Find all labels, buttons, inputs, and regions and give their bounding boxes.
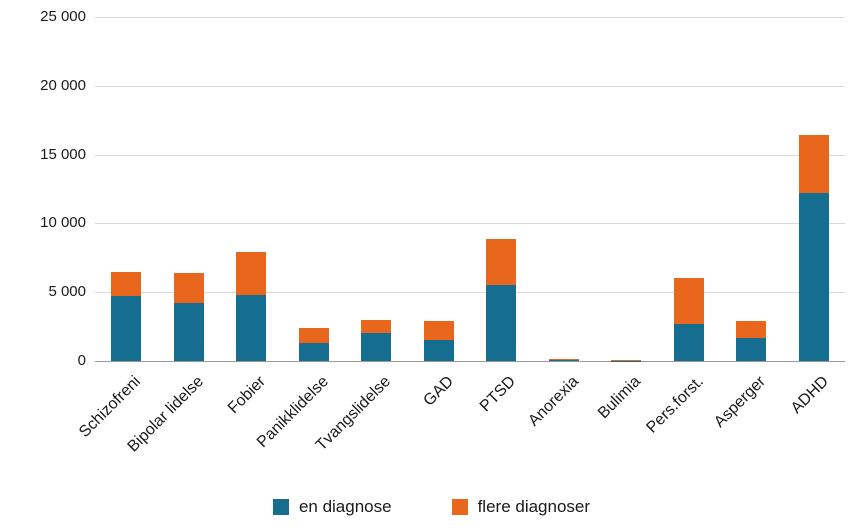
bar-anorexia [548, 17, 579, 361]
gridline [95, 85, 845, 87]
bar-segment-en-diagnose [673, 323, 704, 361]
bar-segment-en-diagnose [361, 333, 392, 361]
bar-bipolar-lidelse [173, 17, 204, 361]
x-axis-label: ADHD [787, 373, 832, 418]
legend: en diagnose flere diagnoser [0, 497, 863, 517]
bar-segment-en-diagnose [736, 337, 767, 361]
x-axis-label: Bulimia [595, 373, 645, 423]
x-axis-label: Panikklidelse [253, 373, 332, 452]
bar-segment-flere-diagnoser [798, 135, 829, 194]
bar-segment-en-diagnose [173, 303, 204, 361]
bar-segment-flere-diagnoser [548, 358, 579, 361]
legend-label: flere diagnoser [477, 497, 591, 516]
x-axis-label: PTSD [477, 373, 520, 416]
bar-asperger [736, 17, 767, 361]
bar-segment-flere-diagnoser [173, 272, 204, 304]
x-axis-label: Pers.forst. [643, 373, 707, 437]
legend-swatch-icon [451, 499, 468, 515]
y-tick-label: 20 000 [40, 76, 86, 94]
y-tick-label: 15 000 [40, 145, 86, 163]
bar-segment-en-diagnose [298, 343, 329, 361]
gridline [95, 154, 845, 156]
x-axis-label: Bipolar lidelse [124, 373, 207, 456]
bar-schizofreni [111, 17, 142, 361]
bar-segment-en-diagnose [548, 360, 579, 361]
x-axis-label: Tvangslidelse [313, 373, 395, 455]
y-tick-label: 0 [77, 352, 86, 369]
bar-panikklidelse [298, 17, 329, 361]
bar-segment-en-diagnose [111, 296, 142, 361]
bar-segment-flere-diagnoser [423, 321, 454, 341]
bar-segment-en-diagnose [423, 340, 454, 361]
bar-segment-en-diagnose [798, 193, 829, 361]
bar-segment-flere-diagnoser [486, 238, 517, 286]
bar-fobier [236, 17, 267, 361]
bar-segment-flere-diagnoser [736, 321, 767, 338]
bar-segment-en-diagnose [236, 294, 267, 361]
bar-tvangslidelse [361, 17, 392, 361]
bar-segment-flere-diagnoser [611, 359, 642, 361]
x-axis-label: Anorexia [525, 373, 582, 430]
legend-swatch-icon [272, 499, 289, 515]
y-tick-label: 5 000 [48, 283, 86, 301]
bar-pers-forst- [673, 17, 704, 361]
gridline [95, 223, 845, 225]
gridline [95, 17, 845, 18]
x-axis-label: Fobier [225, 373, 270, 418]
bar-segment-flere-diagnoser [298, 328, 329, 344]
y-tick-label: 25 000 [40, 8, 86, 25]
x-axis-label: Schizofreni [76, 373, 145, 441]
x-axis-line [95, 361, 845, 362]
bar-segment-en-diagnose [486, 285, 517, 361]
gridline [95, 292, 845, 294]
bar-segment-flere-diagnoser [236, 252, 267, 295]
x-axis-label: Asperger [711, 373, 770, 431]
bar-segment-flere-diagnoser [361, 319, 392, 334]
y-tick-label: 10 000 [40, 214, 86, 232]
bar-ptsd [486, 17, 517, 361]
legend-label: en diagnose [298, 497, 392, 516]
bar-gad [423, 17, 454, 361]
x-axis-label: GAD [420, 373, 457, 410]
bar-bulimia [611, 17, 642, 361]
bar-adhd [798, 17, 829, 361]
bar-segment-flere-diagnoser [111, 271, 142, 297]
bar-segment-flere-diagnoser [673, 278, 704, 324]
legend-item: flere diagnoser [451, 497, 591, 517]
legend-item: en diagnose [272, 497, 392, 517]
